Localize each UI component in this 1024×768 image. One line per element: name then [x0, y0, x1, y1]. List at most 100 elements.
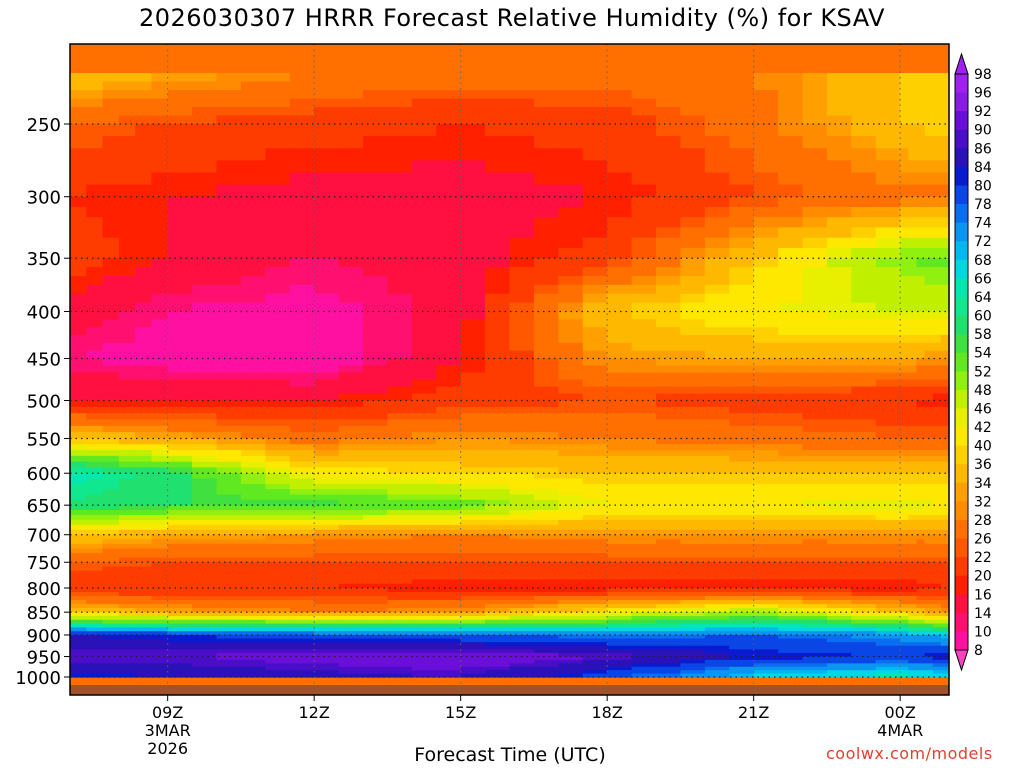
heatmap-cell	[102, 467, 120, 474]
heatmap-cell	[533, 302, 559, 313]
heatmap-cell	[558, 649, 584, 654]
heatmap-cell	[916, 642, 926, 647]
heatmap-cell	[485, 419, 511, 427]
heatmap-cell	[729, 237, 755, 249]
heatmap-cell	[265, 515, 291, 521]
heatmap-cell	[387, 455, 413, 463]
heatmap-cell	[875, 494, 901, 501]
heatmap-cell	[851, 467, 877, 474]
heatmap-cell	[265, 505, 291, 511]
heatmap-cell	[753, 342, 779, 352]
heatmap-cell	[656, 90, 682, 100]
heatmap-cell	[216, 566, 242, 572]
heatmap-cell	[387, 515, 413, 521]
heatmap-cell	[86, 524, 104, 531]
heatmap-cell	[582, 612, 608, 617]
heatmap-cell	[192, 455, 218, 463]
heatmap-cell	[802, 510, 828, 516]
heatmap-cell	[192, 365, 218, 374]
heatmap-cell	[826, 73, 852, 83]
heatmap-cell	[118, 98, 136, 108]
heatmap-cell	[778, 529, 804, 536]
heatmap-cell	[875, 623, 901, 628]
heatmap-cell	[851, 365, 877, 374]
heatmap-cell	[582, 334, 608, 344]
heatmap-cell	[656, 645, 682, 650]
heatmap-cell	[338, 615, 364, 621]
heatmap-cell	[916, 515, 926, 521]
heatmap-cell	[387, 400, 413, 408]
heatmap-cell	[753, 575, 779, 580]
heatmap-cell	[338, 372, 364, 381]
heatmap-cell	[908, 562, 918, 568]
heatmap-cell	[411, 649, 437, 654]
heatmap-cell	[916, 478, 926, 485]
heatmap-cell	[916, 529, 926, 536]
heatmap-cell	[729, 510, 755, 516]
heatmap-cell	[533, 510, 559, 516]
heatmap-cell	[338, 534, 364, 540]
heatmap-cell	[704, 275, 730, 286]
heatmap-cell	[70, 596, 87, 601]
heatmap-cell	[916, 419, 926, 427]
heatmap-cell	[778, 631, 804, 636]
heatmap-cell	[908, 615, 918, 621]
heatmap-cell	[216, 608, 242, 613]
heatmap-cell	[753, 455, 779, 463]
heatmap-cell	[932, 172, 942, 186]
heatmap-cell	[86, 136, 104, 149]
heatmap-cell	[900, 444, 909, 451]
heatmap-cell	[265, 483, 291, 490]
heatmap-cell	[485, 659, 511, 664]
heatmap-cell	[135, 534, 152, 540]
heatmap-cell	[900, 393, 909, 402]
heatmap-cell	[363, 478, 389, 485]
heatmap-cell	[631, 334, 657, 344]
heatmap-cell	[102, 534, 120, 540]
x-tick-label: 00Z	[885, 703, 916, 722]
heatmap-cell	[102, 642, 120, 647]
heatmap-cell	[151, 575, 169, 580]
heatmap-cell	[265, 592, 291, 597]
heatmap-cell	[582, 400, 608, 408]
heatmap-cell	[460, 510, 486, 516]
heatmap-cell	[289, 413, 315, 421]
heatmap-cell	[363, 217, 389, 229]
heatmap-cell	[900, 670, 909, 675]
colorbar-swatch	[955, 482, 968, 502]
heatmap-cell	[908, 455, 918, 463]
heatmap-cell	[802, 327, 828, 336]
heatmap-cell	[753, 548, 779, 554]
heatmap-cell	[436, 505, 462, 511]
heatmap-cell	[851, 529, 877, 536]
heatmap-cell	[102, 510, 120, 516]
heatmap-cell	[729, 172, 755, 186]
heatmap-cell	[753, 115, 779, 125]
heatmap-cell	[533, 258, 559, 268]
heatmap-cell	[940, 406, 950, 414]
heatmap-cell	[70, 566, 87, 572]
heatmap-cell	[118, 196, 136, 208]
heatmap-cell	[192, 645, 218, 650]
heatmap-cell	[704, 659, 730, 664]
heatmap-cell	[932, 334, 942, 344]
heatmap-cell	[729, 645, 755, 650]
heatmap-cell	[86, 350, 104, 360]
heatmap-cell	[151, 372, 169, 381]
heatmap-cell	[582, 293, 608, 304]
heatmap-cell	[778, 638, 804, 643]
heatmap-cell	[802, 583, 828, 589]
heatmap-cell	[338, 505, 364, 511]
heatmap-cell	[908, 534, 918, 540]
heatmap-cell	[932, 115, 942, 125]
heatmap-cell	[940, 499, 950, 506]
heatmap-cell	[631, 596, 657, 601]
heatmap-cell	[118, 73, 136, 83]
heatmap-cell	[387, 615, 413, 621]
heatmap-cell	[680, 206, 706, 218]
heatmap-cell	[485, 334, 511, 344]
heatmap-cell	[908, 73, 918, 83]
heatmap-cell	[86, 386, 104, 395]
heatmap-cell	[631, 342, 657, 352]
heatmap-cell	[411, 406, 437, 414]
